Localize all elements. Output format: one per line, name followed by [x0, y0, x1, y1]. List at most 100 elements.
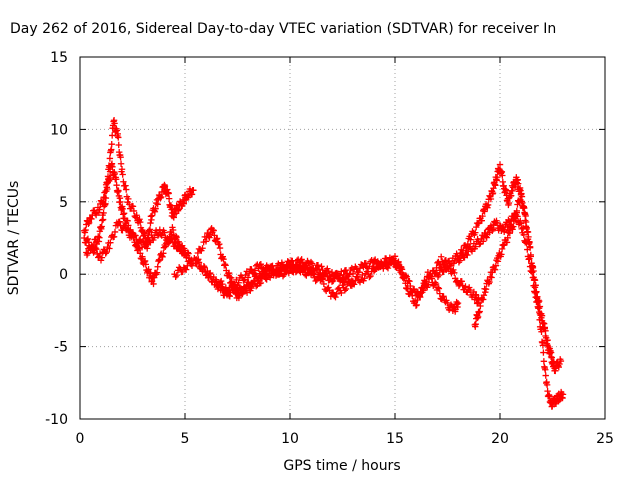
data-point-marker [287, 264, 295, 272]
data-point-marker [398, 266, 406, 273]
data-point-marker [135, 217, 142, 224]
data-point-marker [224, 288, 232, 295]
data-point-marker [220, 255, 227, 263]
data-point-marker [523, 240, 530, 247]
data-point-marker [510, 223, 517, 230]
data-point-marker [451, 269, 458, 277]
data-point-marker [308, 260, 316, 267]
series-trace-j [471, 209, 558, 372]
data-point-marker [88, 215, 95, 223]
data-point-marker [360, 264, 367, 271]
data-point-marker [525, 256, 532, 263]
data-point-marker [162, 243, 169, 250]
data-point-marker [237, 286, 244, 293]
data-point-marker [173, 234, 180, 241]
data-point-marker [117, 160, 125, 167]
data-point-marker [102, 194, 110, 202]
data-point-marker [122, 182, 129, 189]
data-point-marker [414, 296, 421, 304]
data-point-marker [424, 281, 432, 288]
marker-layer [81, 117, 567, 410]
data-point-marker [248, 266, 255, 273]
data-point-marker [156, 256, 163, 264]
data-point-marker [476, 240, 483, 248]
data-point-marker [367, 272, 374, 280]
data-point-marker [522, 239, 529, 246]
data-point-marker [505, 199, 513, 207]
data-point-marker [136, 216, 143, 223]
data-point-marker [458, 278, 465, 285]
data-point-marker [165, 195, 173, 202]
data-point-marker [506, 229, 513, 237]
data-point-marker [96, 206, 103, 213]
data-point-marker [263, 276, 270, 283]
data-point-marker [428, 275, 436, 282]
data-point-marker [140, 239, 148, 247]
data-point-marker [275, 271, 282, 278]
data-point-marker [240, 277, 247, 284]
data-point-marker [108, 140, 115, 148]
data-point-marker [151, 208, 159, 215]
data-point-marker [95, 233, 102, 240]
data-point-marker [154, 263, 161, 270]
data-point-marker [206, 234, 213, 241]
data-point-marker [244, 274, 252, 281]
data-point-marker [504, 234, 511, 242]
data-point-marker [475, 309, 483, 316]
data-point-marker [155, 257, 162, 265]
data-point-marker [137, 218, 144, 226]
data-point-marker [538, 310, 545, 317]
data-point-marker [102, 250, 109, 257]
y-axis-label: SDTVAR / TECUs [6, 181, 22, 296]
data-point-marker [496, 161, 504, 168]
data-point-marker [158, 232, 165, 239]
data-point-marker [467, 236, 474, 243]
data-point-marker [104, 185, 111, 193]
x-axis-label: GPS time / hours [283, 458, 400, 474]
data-point-marker [303, 261, 310, 269]
data-point-marker [108, 146, 115, 153]
data-point-marker [540, 358, 548, 365]
data-point-marker [486, 278, 493, 286]
data-point-marker [487, 195, 495, 203]
data-point-marker [125, 195, 132, 203]
data-point-marker [339, 274, 346, 281]
data-point-marker [232, 289, 239, 297]
data-point-marker [521, 209, 528, 216]
data-point-marker [481, 208, 488, 215]
data-point-marker [82, 226, 89, 234]
y-tick-label: 0 [59, 267, 68, 283]
data-point-marker [443, 266, 450, 273]
x-tick-label: 0 [76, 431, 85, 447]
data-point-marker [466, 286, 474, 294]
data-point-marker [190, 187, 197, 194]
data-point-marker [526, 263, 534, 270]
data-point-marker [99, 216, 107, 223]
data-point-marker [407, 282, 414, 290]
data-point-marker [123, 186, 130, 193]
data-point-marker [138, 244, 146, 251]
data-point-marker [498, 245, 506, 253]
data-point-marker [88, 243, 95, 251]
data-point-marker [219, 280, 226, 288]
data-point-marker [85, 220, 92, 227]
data-point-marker [515, 180, 522, 187]
data-point-marker [498, 251, 505, 258]
data-point-marker [152, 205, 159, 212]
data-point-marker [541, 325, 548, 332]
data-point-marker [112, 176, 120, 183]
data-point-marker [146, 237, 153, 245]
data-point-marker [426, 272, 434, 279]
data-point-marker [96, 250, 104, 257]
data-point-marker [146, 226, 154, 233]
data-point-marker [290, 269, 297, 276]
data-point-marker [153, 196, 161, 204]
data-point-marker [362, 260, 370, 267]
data-point-marker [100, 209, 107, 217]
data-point-marker [174, 207, 182, 214]
data-point-marker [251, 267, 259, 274]
data-point-marker [530, 282, 537, 289]
data-point-marker [325, 284, 332, 291]
data-point-marker [519, 224, 527, 232]
x-tick-label: 25 [596, 431, 614, 447]
